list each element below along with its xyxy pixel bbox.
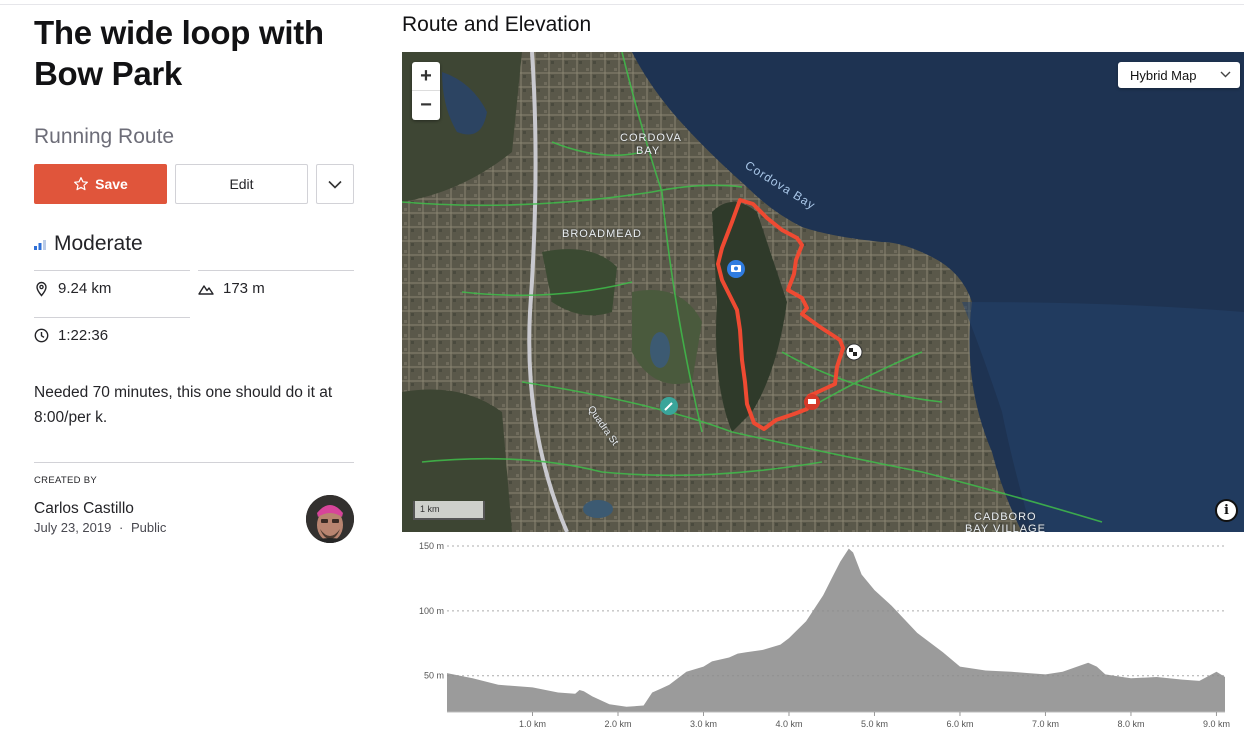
edit-button-label: Edit (229, 176, 254, 192)
creator-divider (34, 462, 354, 463)
y-tick-label: 50 m (424, 671, 444, 681)
y-tick-label: 100 m (419, 606, 444, 616)
x-tick-label: 9.0 km (1203, 719, 1230, 729)
stats-divider (34, 317, 190, 318)
x-tick-label: 2.0 km (604, 719, 631, 729)
mountain-icon (198, 284, 214, 295)
created-date: July 23, 2019 (34, 520, 112, 535)
place-label: CORDOVA (620, 132, 682, 144)
section-title: Route and Elevation (402, 13, 592, 36)
x-tick-label: 6.0 km (946, 719, 973, 729)
map-scale: 1 km (413, 501, 485, 520)
more-options-button[interactable] (316, 164, 354, 204)
difficulty: Moderate (34, 232, 143, 256)
place-label: CADBORO (974, 511, 1037, 523)
route-map[interactable]: CORDOVA BAY BROADMEAD CADBORO BAY VILLAG… (402, 52, 1244, 532)
route-title: The wide loop with Bow Park (34, 14, 324, 92)
distance-value: 9.24 km (58, 280, 112, 297)
meta-separator: · (118, 520, 124, 535)
top-border (0, 4, 1244, 5)
x-tick-label: 4.0 km (775, 719, 802, 729)
zoom-in-button[interactable]: + (412, 62, 440, 91)
chevron-down-icon (328, 180, 342, 189)
difficulty-label: Moderate (54, 232, 143, 255)
place-label: BAY (636, 145, 661, 157)
location-pin-icon (36, 281, 47, 297)
map-imagery (402, 52, 1244, 532)
route-type: Running Route (34, 125, 175, 148)
duration-stat: 1:22:36 (34, 327, 108, 344)
save-button[interactable]: Save (34, 164, 167, 204)
author-name[interactable]: Carlos Castillo (34, 500, 134, 517)
avatar[interactable] (306, 495, 354, 543)
info-icon[interactable]: i (1215, 499, 1238, 522)
distance-stat: 9.24 km (34, 280, 111, 297)
visibility: Public (130, 520, 167, 535)
x-tick-label: 7.0 km (1032, 719, 1059, 729)
x-tick-label: 8.0 km (1117, 719, 1144, 729)
place-label: BROADMEAD (562, 228, 642, 240)
x-tick-label: 1.0 km (519, 719, 546, 729)
x-tick-label: 5.0 km (861, 719, 888, 729)
elevation-value: 173 m (223, 280, 265, 297)
zoom-out-button[interactable]: − (420, 94, 432, 116)
y-tick-label: 150 m (419, 541, 444, 551)
zoom-control: + − (412, 62, 440, 120)
place-label: BAY VILLAGE (965, 523, 1046, 532)
avatar-image (306, 495, 354, 543)
save-button-label: Save (95, 176, 128, 192)
difficulty-bars-icon (34, 239, 46, 250)
elevation-chart: 150 m 100 m 50 m 1.0 km 2.0 km 3.0 km 4.0 km 5.… (419, 541, 1230, 729)
x-tick-label: 3.0 km (690, 719, 717, 729)
stats-divider (34, 270, 190, 271)
duration-value: 1:22:36 (58, 327, 109, 344)
route-meta: July 23, 2019 · Public (34, 520, 166, 535)
elevation-stat: 173 m (198, 280, 265, 297)
route-description: Needed 70 minutes, this one should do it… (34, 384, 333, 426)
map-type-value: Hybrid Map (1130, 67, 1197, 83)
clock-icon (34, 328, 49, 343)
elevation-area (447, 548, 1225, 712)
edit-button[interactable]: Edit (175, 164, 308, 204)
star-icon (74, 177, 89, 191)
chevron-down-icon (1220, 71, 1231, 78)
map-type-select[interactable]: Hybrid Map (1118, 62, 1240, 88)
stats-divider (198, 270, 354, 271)
created-by-label: CREATED BY (34, 475, 98, 486)
